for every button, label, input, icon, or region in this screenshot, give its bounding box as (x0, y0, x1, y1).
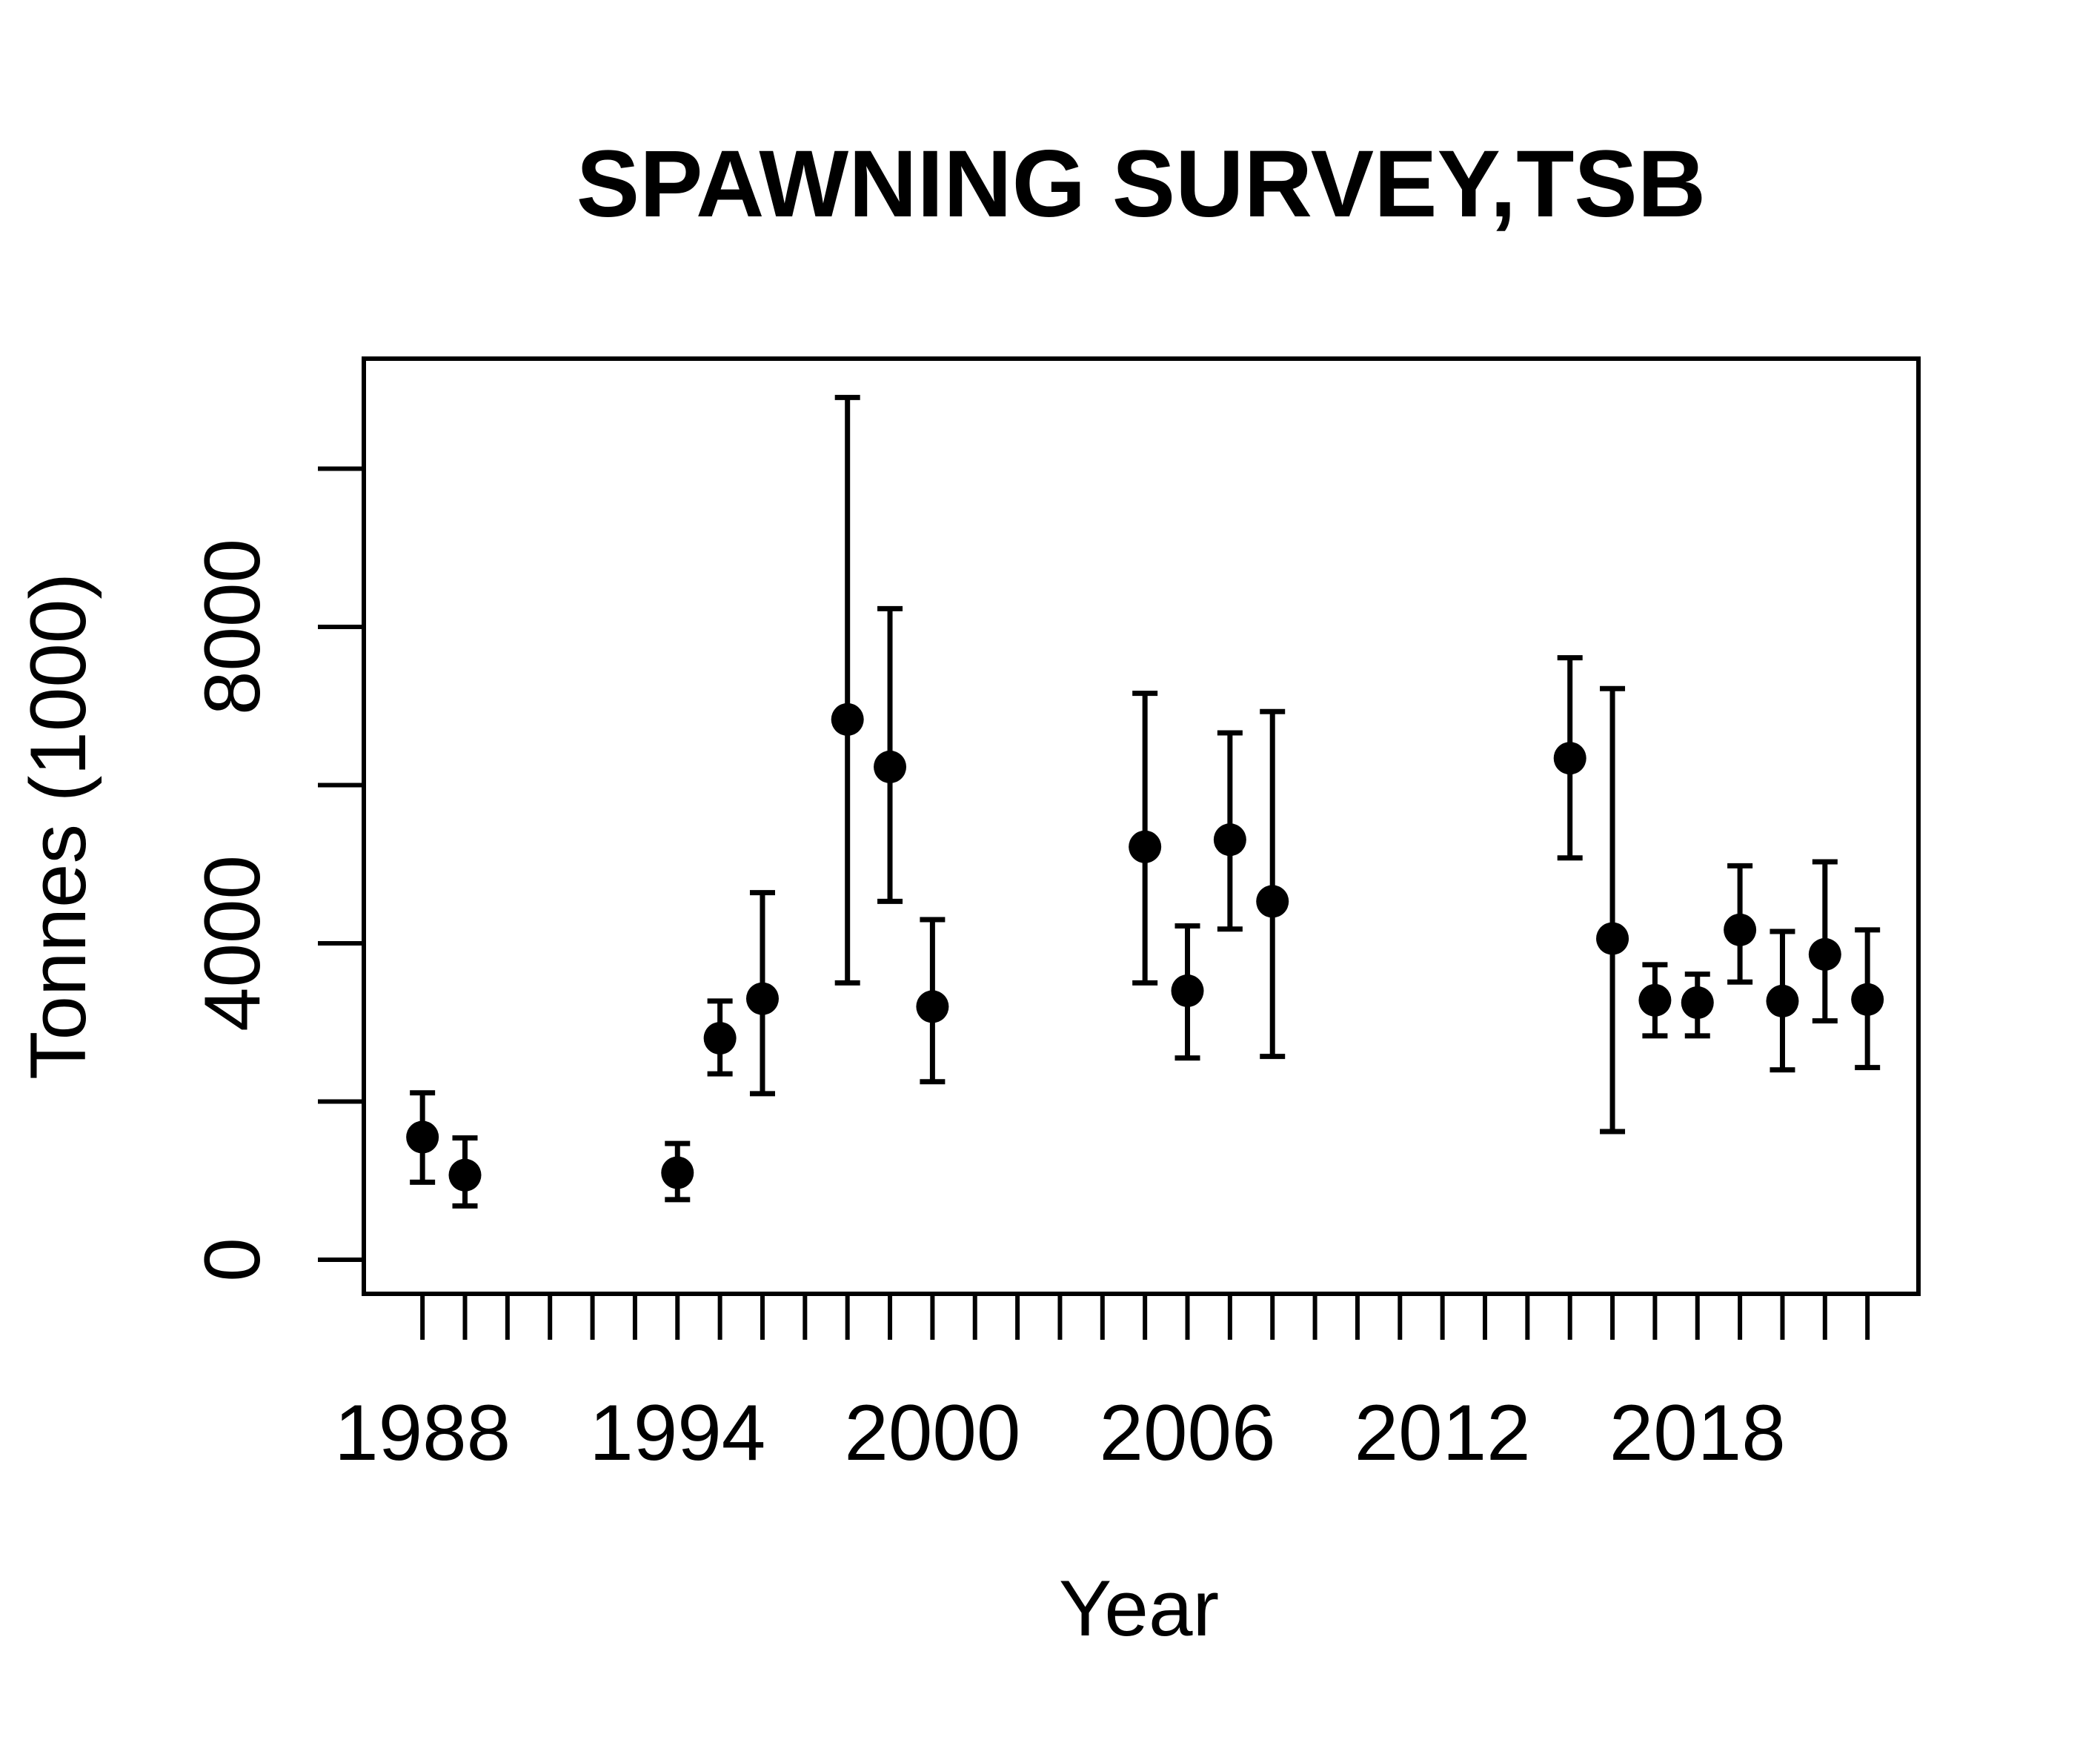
data-point (874, 750, 907, 783)
data-point (916, 990, 949, 1023)
data-point (831, 702, 864, 736)
y-tick-label: 0 (187, 1238, 276, 1282)
data-point (745, 982, 779, 1015)
data-point (1766, 984, 1799, 1017)
data-point (1596, 922, 1629, 955)
x-tick-label: 2000 (844, 1388, 1020, 1477)
data-point (1129, 830, 1162, 863)
error-bar (834, 394, 860, 986)
x-axis-tick-labels: 1988 1994 2000 2006 2012 2018 (334, 1388, 1786, 1477)
data-point (1681, 986, 1714, 1020)
x-tick-label: 1988 (334, 1388, 511, 1477)
error-bar (1600, 685, 1626, 1135)
data-point (448, 1158, 482, 1192)
x-tick-label: 2018 (1609, 1388, 1786, 1477)
data-point (1808, 937, 1841, 971)
data-point (1171, 974, 1204, 1008)
data-point (1724, 913, 1757, 946)
error-bars (410, 394, 1881, 1209)
y-tick-label: 4000 (187, 855, 276, 1032)
plot-box (362, 356, 1921, 1296)
data-point (661, 1156, 694, 1189)
data-point (406, 1120, 439, 1154)
data-point (1553, 742, 1586, 775)
data-point (703, 1022, 737, 1055)
data-point (1851, 983, 1884, 1016)
data-point (1638, 983, 1672, 1017)
x-tick-label: 2006 (1099, 1388, 1275, 1477)
y-axis-ticks (318, 466, 364, 1262)
data-points (406, 702, 1884, 1192)
x-axis-ticks (420, 1294, 1870, 1340)
y-axis-tick-labels: 0 4000 8000 (187, 539, 276, 1282)
y-tick-label: 8000 (187, 539, 276, 715)
error-bar (1260, 708, 1286, 1060)
y-axis-label: Tonnes (1000) (13, 573, 102, 1080)
x-axis-label: Year (1059, 1564, 1219, 1652)
data-point (1256, 885, 1289, 918)
data-point (1213, 823, 1246, 857)
x-tick-label: 2012 (1355, 1388, 1531, 1477)
x-tick-label: 1994 (589, 1388, 765, 1477)
chart-title: SPAWNING SURVEY,TSB (576, 131, 1706, 237)
